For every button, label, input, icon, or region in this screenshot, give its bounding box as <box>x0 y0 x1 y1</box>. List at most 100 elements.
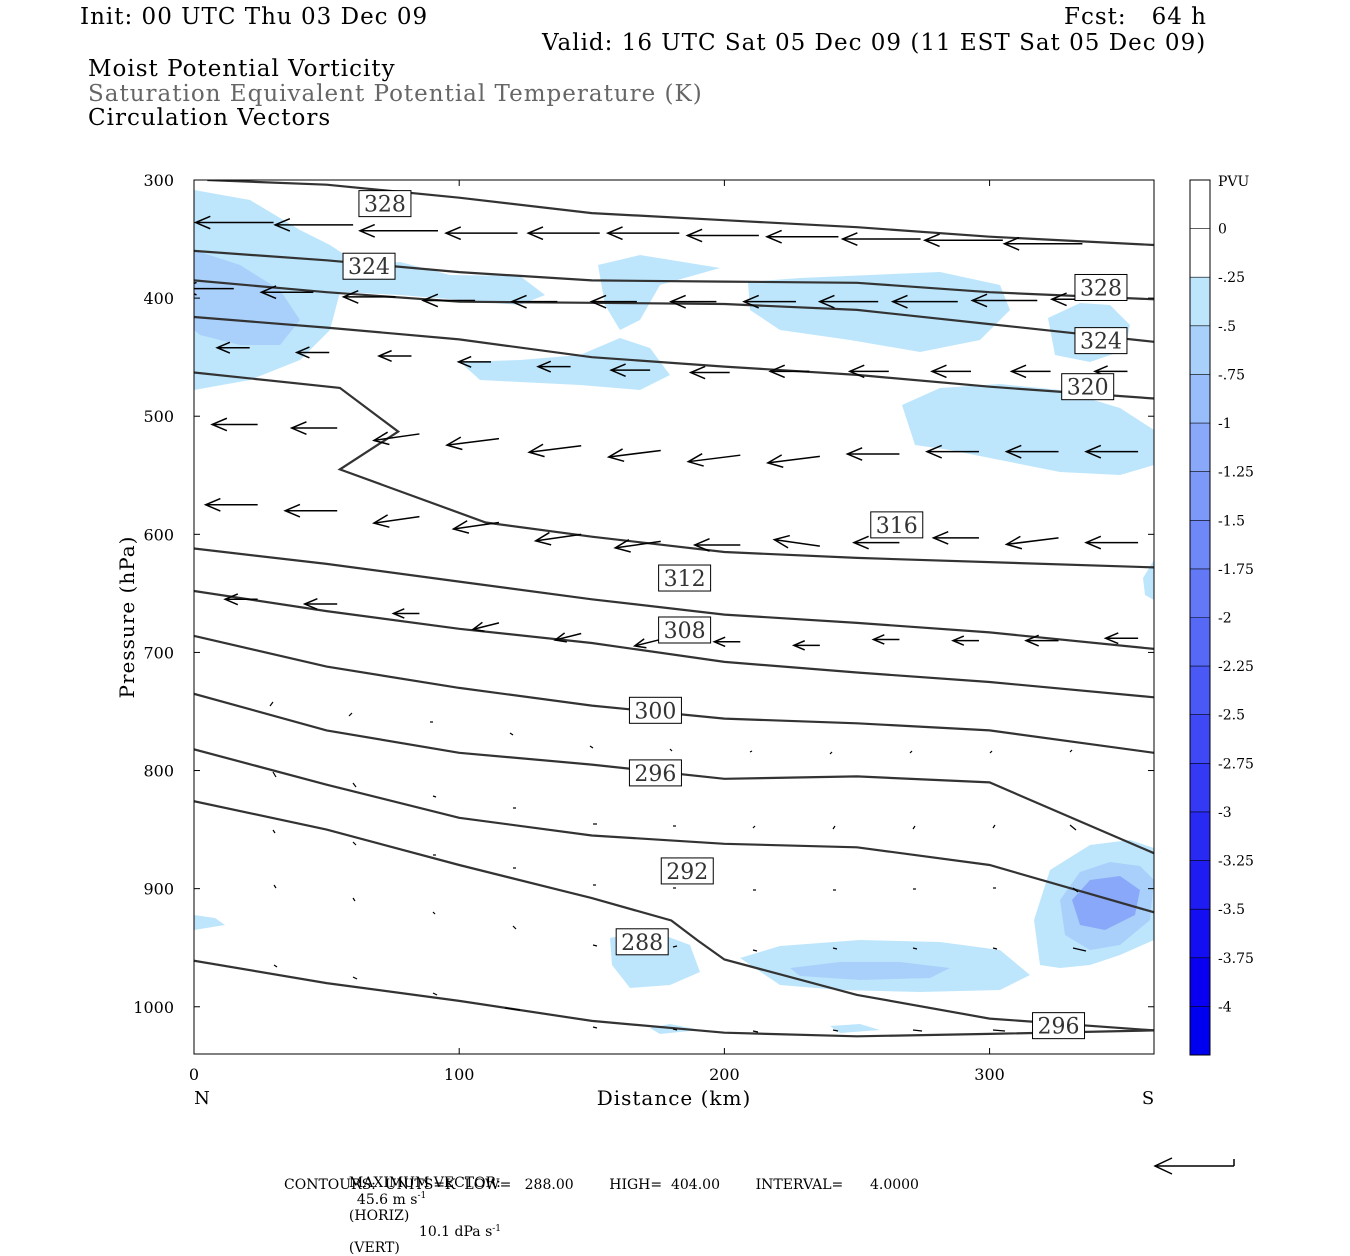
circulation-vector <box>669 294 717 309</box>
colorbar-title: PVU <box>1218 174 1250 190</box>
field-title-thetae: Saturation Equivalent Potential Temperat… <box>88 81 703 107</box>
circulation-vector <box>527 443 582 458</box>
circulation-vector <box>847 364 889 379</box>
colorbar-label: 0 <box>1218 222 1227 238</box>
theta-e-contour-9 <box>194 748 1154 914</box>
cross-section-chart: 328324328324320316312308300296292288296 … <box>115 171 1254 1175</box>
y-tick-label: 1000 <box>133 998 174 1017</box>
circulation-vector <box>421 293 476 308</box>
valid-time: Valid: 16 UTC Sat 05 Dec 09 (11 EST Sat … <box>542 30 1207 56</box>
init-time: Init: 00 UTC Thu 03 Dec 09 <box>80 4 429 30</box>
y-tick-label: 700 <box>143 643 174 662</box>
circulation-vector <box>194 281 234 296</box>
circulation-vector <box>817 294 879 309</box>
colorbar-swatch <box>1190 1006 1210 1056</box>
circulation-vector <box>445 436 500 451</box>
contour-label-text: 296 <box>1038 1015 1080 1040</box>
circulation-vector <box>116 215 194 227</box>
circulation-vector <box>377 349 412 363</box>
contour-label-text: 300 <box>634 699 676 724</box>
theta-e-contour-7 <box>194 634 1154 754</box>
x-tick-label: 100 <box>444 1065 475 1084</box>
circulation-vector <box>215 341 250 354</box>
circulation-vector <box>840 232 921 246</box>
colorbar-label: -4 <box>1218 999 1232 1015</box>
circulation-vector <box>764 229 839 244</box>
circulation-vector <box>922 233 1003 248</box>
circulation-vector <box>931 530 979 545</box>
circulation-vector <box>194 215 274 230</box>
colorbar-swatch <box>1190 228 1210 278</box>
colorbar-swatch <box>1190 180 1210 230</box>
circulation-vector <box>553 632 582 643</box>
contour-label: 320 <box>1061 373 1115 401</box>
circulation-vector <box>509 294 558 309</box>
colorbar-label: -2.25 <box>1218 659 1254 675</box>
circulation-vector <box>1004 444 1059 459</box>
pv-region-right-edge <box>1143 560 1154 600</box>
colorbar-label: -2.75 <box>1218 756 1254 772</box>
circulation-vector <box>341 290 396 304</box>
circulation-vector <box>851 535 900 550</box>
theta-e-contour-0 <box>207 180 1154 247</box>
circulation-vector <box>223 593 258 606</box>
circulation-vector <box>1024 634 1059 647</box>
circulation-vector <box>890 294 958 309</box>
pv-colorbar: PVU 0 -.25 -.5 -.75 -1 -1.25 -1.5 -1.75 -2 -2.25 -2… <box>1189 174 1254 1056</box>
contour-label-text: 316 <box>876 514 918 539</box>
y-tick-label: 900 <box>143 880 174 899</box>
colorbar-swatch <box>1190 957 1210 1007</box>
circulation-vector <box>1004 535 1059 550</box>
circulation-vector <box>605 226 680 241</box>
colorbar-swatch <box>1190 811 1210 862</box>
circulation-vector <box>712 636 741 648</box>
circulation-vector <box>471 621 500 632</box>
colorbar-swatch <box>1190 325 1210 375</box>
contour-labels: 328 324 328 324 320 316 312 308 300 296 292 288 296 <box>342 190 1128 1040</box>
horiz-unit: (HORIZ) <box>348 1207 410 1224</box>
y-tick-label: 300 <box>143 171 174 190</box>
colorbar-label: -.25 <box>1218 270 1245 286</box>
circulation-vector <box>372 514 420 528</box>
x-end-label-north: N <box>194 1088 210 1109</box>
max-vert-value: 10.1 dPa s <box>418 1224 493 1241</box>
contour-label-text: 328 <box>1080 276 1122 301</box>
circulation-vector <box>772 534 820 549</box>
circulation-vector <box>686 453 741 467</box>
theta-e-contour-3 <box>194 315 1154 400</box>
colorbar-label: -1 <box>1218 416 1232 432</box>
max-vector-label: MAXIMUM VECTOR: <box>348 1175 501 1191</box>
colorbar-swatch <box>1190 374 1210 424</box>
colorbar-swatch <box>1190 860 1210 910</box>
contour-label-text: 324 <box>348 255 390 280</box>
circulation-vector <box>589 294 637 309</box>
x-end-label-south: S <box>1142 1088 1154 1109</box>
colorbar-swatch <box>1190 714 1210 764</box>
circulation-vector <box>692 538 741 552</box>
contour-label: 324 <box>1074 327 1128 355</box>
colorbar-swatch <box>1190 666 1210 716</box>
contour-label: 324 <box>342 252 396 280</box>
contour-label: 312 <box>658 564 712 592</box>
pv-shading <box>194 190 1154 1034</box>
circulation-vector <box>688 365 730 380</box>
contour-label: 328 <box>358 190 412 218</box>
circulation-vector <box>1009 364 1051 379</box>
circulation-vector <box>632 638 661 649</box>
colorbar-label: -1.75 <box>1218 562 1254 578</box>
vert-unit: (VERT) <box>348 1240 400 1256</box>
circulation-vector <box>742 294 796 309</box>
theta-e-contour-2 <box>194 279 1154 343</box>
circulation-vector <box>1084 444 1139 459</box>
circulation-vector <box>765 454 820 468</box>
contour-label-text: 296 <box>634 762 676 787</box>
circulation-vector <box>451 520 500 534</box>
contour-label: 328 <box>1074 273 1128 301</box>
circulation-vector <box>951 635 979 646</box>
contour-label: 308 <box>658 616 712 644</box>
colorbar-label: -.5 <box>1218 319 1236 335</box>
pv-region-upper-left-core <box>194 250 300 345</box>
pv-region-right-mid <box>902 384 1154 475</box>
circulation-vector <box>273 217 354 232</box>
theta-e-contour-4 <box>194 371 1154 569</box>
